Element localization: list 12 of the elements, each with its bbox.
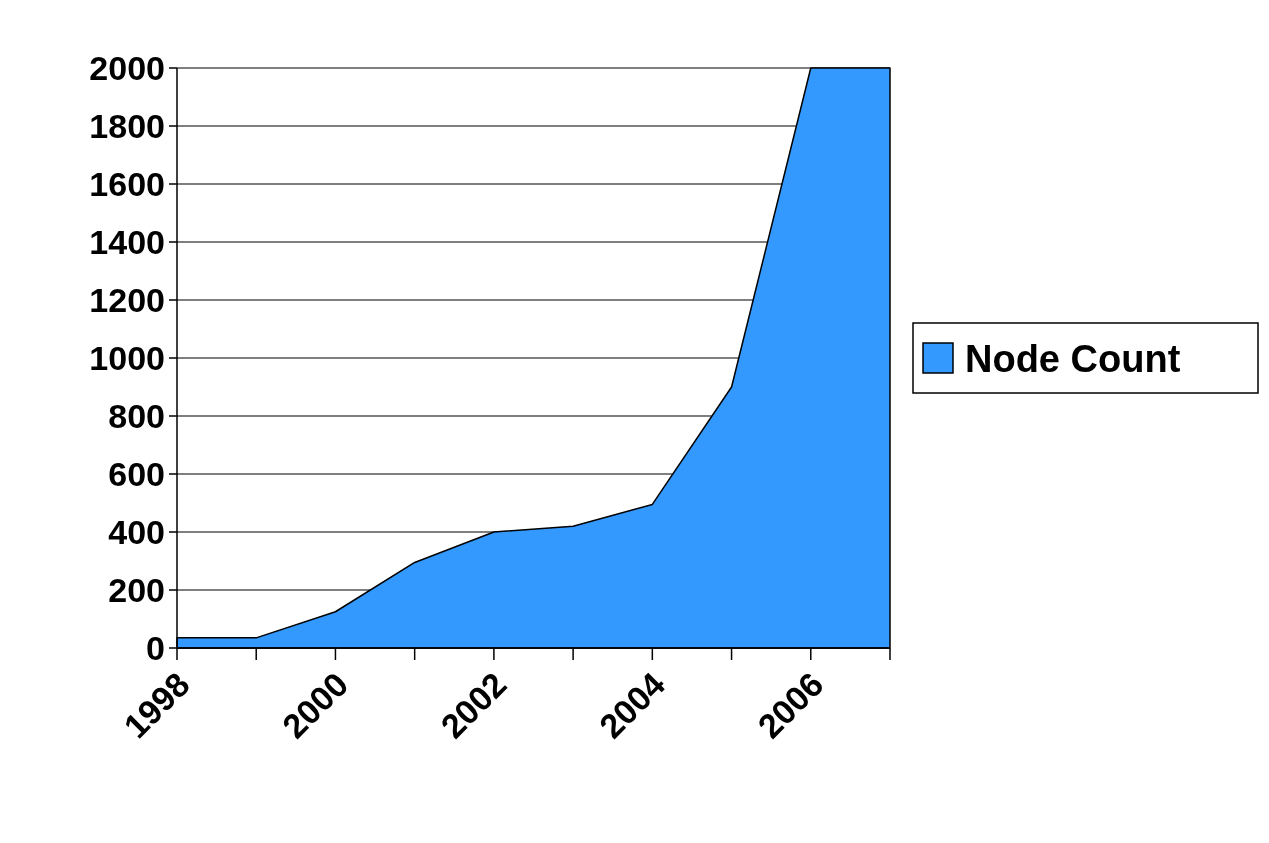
y-tick-label: 1800 — [89, 106, 165, 145]
y-tick-label: 800 — [108, 396, 165, 435]
y-tick-label: 0 — [146, 628, 165, 667]
y-tick-label: 1600 — [89, 164, 165, 203]
y-tick-label: 1400 — [89, 222, 165, 261]
y-tick-label: 200 — [108, 570, 165, 609]
y-tick-label: 400 — [108, 512, 165, 551]
y-tick-label: 1200 — [89, 280, 165, 319]
legend-label: Node Count — [965, 337, 1181, 380]
y-tick-label: 600 — [108, 454, 165, 493]
y-tick-label: 1000 — [89, 338, 165, 377]
y-tick-label: 2000 — [89, 48, 165, 87]
